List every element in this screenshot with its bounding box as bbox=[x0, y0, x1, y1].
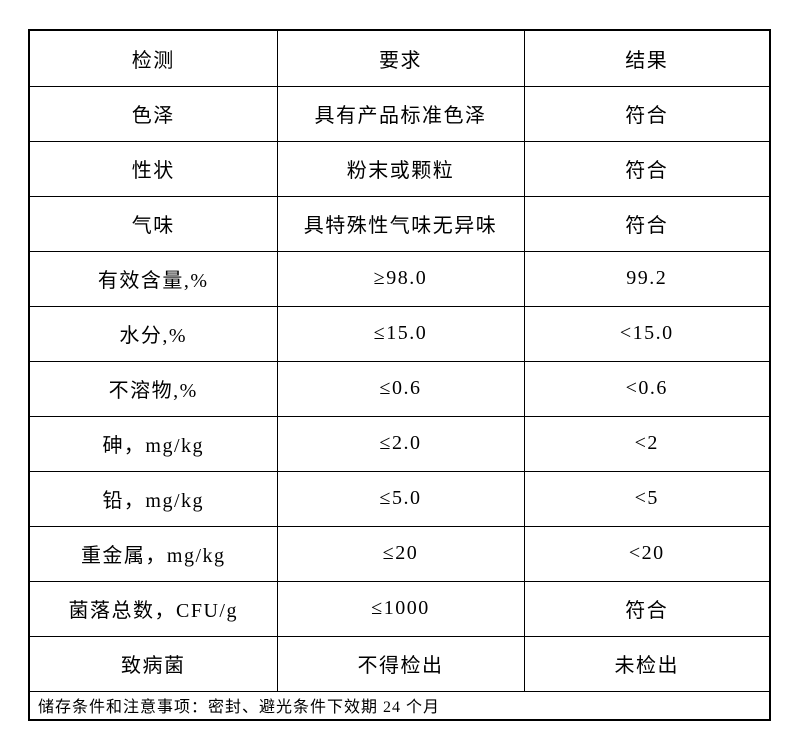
column-header-requirement: 要求 bbox=[276, 29, 525, 87]
requirement-cell: 具有产品标准色泽 bbox=[276, 85, 525, 142]
table-row: 色泽 具有产品标准色泽 符合 bbox=[28, 85, 771, 142]
result-cell: 符合 bbox=[523, 85, 771, 142]
spec-table: 检测 要求 结果 色泽 具有产品标准色泽 符合 性状 粉末或颗粒 符合 气味 具… bbox=[28, 29, 771, 721]
result-cell: <20 bbox=[523, 525, 771, 582]
result-cell: <5 bbox=[523, 470, 771, 527]
requirement-cell: ≤15.0 bbox=[276, 305, 525, 362]
requirement-cell: ≤2.0 bbox=[276, 415, 525, 472]
result-cell: 99.2 bbox=[523, 250, 771, 307]
table-row: 铅，mg/kg ≤5.0 <5 bbox=[28, 470, 771, 527]
table-row: 菌落总数，CFU/g ≤1000 符合 bbox=[28, 580, 771, 637]
test-item-cell: 气味 bbox=[28, 195, 278, 252]
test-item-cell: 铅，mg/kg bbox=[28, 470, 278, 527]
table-row: 重金属，mg/kg ≤20 <20 bbox=[28, 525, 771, 582]
result-cell: 符合 bbox=[523, 140, 771, 197]
result-cell: <2 bbox=[523, 415, 771, 472]
requirement-cell: ≤5.0 bbox=[276, 470, 525, 527]
requirement-cell: ≥98.0 bbox=[276, 250, 525, 307]
requirement-cell: 具特殊性气味无异味 bbox=[276, 195, 525, 252]
table-row: 砷，mg/kg ≤2.0 <2 bbox=[28, 415, 771, 472]
table-row: 不溶物,% ≤0.6 <0.6 bbox=[28, 360, 771, 417]
header-row: 检测 要求 结果 bbox=[28, 29, 771, 87]
table-row: 水分,% ≤15.0 <15.0 bbox=[28, 305, 771, 362]
test-item-cell: 菌落总数，CFU/g bbox=[28, 580, 278, 637]
result-cell: <0.6 bbox=[523, 360, 771, 417]
storage-note-row: 储存条件和注意事项：密封、避光条件下效期 24 个月 bbox=[28, 690, 771, 721]
test-item-cell: 色泽 bbox=[28, 85, 278, 142]
requirement-cell: 不得检出 bbox=[276, 635, 525, 692]
result-cell: 未检出 bbox=[523, 635, 771, 692]
table-row: 气味 具特殊性气味无异味 符合 bbox=[28, 195, 771, 252]
requirement-cell: ≤1000 bbox=[276, 580, 525, 637]
test-item-cell: 砷，mg/kg bbox=[28, 415, 278, 472]
table-row: 致病菌 不得检出 未检出 bbox=[28, 635, 771, 692]
table-row: 性状 粉末或颗粒 符合 bbox=[28, 140, 771, 197]
test-item-cell: 不溶物,% bbox=[28, 360, 278, 417]
test-item-cell: 致病菌 bbox=[28, 635, 278, 692]
result-cell: 符合 bbox=[523, 195, 771, 252]
result-cell: 符合 bbox=[523, 580, 771, 637]
test-item-cell: 性状 bbox=[28, 140, 278, 197]
test-item-cell: 水分,% bbox=[28, 305, 278, 362]
test-item-cell: 有效含量,% bbox=[28, 250, 278, 307]
requirement-cell: ≤0.6 bbox=[276, 360, 525, 417]
requirement-cell: 粉末或颗粒 bbox=[276, 140, 525, 197]
column-header-test: 检测 bbox=[28, 29, 278, 87]
column-header-result: 结果 bbox=[523, 29, 771, 87]
table-row: 有效含量,% ≥98.0 99.2 bbox=[28, 250, 771, 307]
requirement-cell: ≤20 bbox=[276, 525, 525, 582]
result-cell: <15.0 bbox=[523, 305, 771, 362]
storage-note: 储存条件和注意事项：密封、避光条件下效期 24 个月 bbox=[28, 690, 771, 721]
test-item-cell: 重金属，mg/kg bbox=[28, 525, 278, 582]
